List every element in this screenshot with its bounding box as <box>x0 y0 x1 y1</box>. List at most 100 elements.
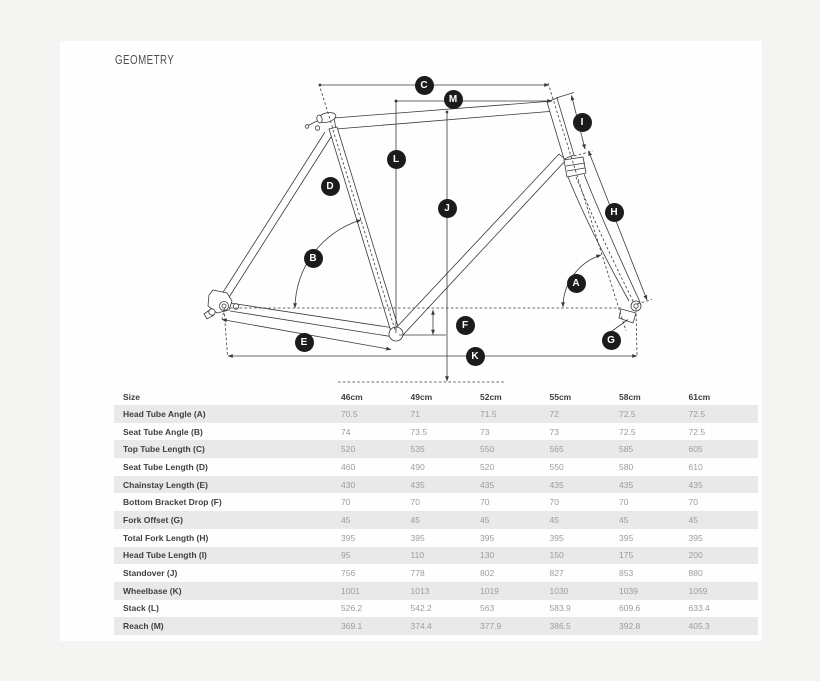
row-value: 1001 <box>341 585 360 596</box>
row-value: 880 <box>688 568 703 579</box>
row-value: 609.6 <box>619 603 641 614</box>
row-value: 395 <box>619 532 634 543</box>
row-value: 520 <box>480 461 495 472</box>
row-label: Fork Offset (G) <box>123 514 183 525</box>
row-value: 70 <box>688 497 698 508</box>
table-row: Total Fork Length (H) 395 395 395 395 395 395 <box>114 529 758 547</box>
row-value: 430 <box>341 479 356 490</box>
table-header-row: Size 46cm 49cm 52cm 55cm 58cm 61cm <box>114 388 758 405</box>
row-value: 70 <box>341 497 351 508</box>
column-header: 52cm <box>480 391 502 402</box>
row-value: 490 <box>410 461 425 472</box>
row-value: 71.5 <box>480 408 497 419</box>
row-value: 827 <box>549 568 564 579</box>
row-value: 563 <box>480 603 495 614</box>
row-value: 395 <box>341 532 356 543</box>
column-header: 46cm <box>341 391 363 402</box>
row-label: Total Fork Length (H) <box>123 532 209 543</box>
table-row: Reach (M) 369.1 374.4 377.9 386.5 392.8 405.3 <box>114 617 758 635</box>
row-value: 802 <box>480 568 495 579</box>
row-label: Seat Tube Length (D) <box>123 461 208 472</box>
table-row: Chainstay Length (E) 430 435 435 435 435 435 <box>114 475 758 494</box>
row-value: 200 <box>688 550 703 561</box>
row-value: 45 <box>410 514 420 525</box>
row-value: 405.3 <box>688 621 710 632</box>
row-value: 130 <box>480 550 495 561</box>
table-row: Head Tube Angle (A) 70.5 71 71.5 72 72.5 72.5 <box>114 405 758 423</box>
dim-marker-f: F <box>455 316 475 335</box>
row-value: 377.9 <box>480 621 502 632</box>
row-value: 1030 <box>549 585 569 596</box>
row-label: Stack (L) <box>123 603 159 614</box>
row-value: 853 <box>619 568 634 579</box>
table-row: Seat Tube Length (D) 460 490 520 550 580 610 <box>114 458 758 476</box>
row-value: 150 <box>549 550 564 561</box>
content-panel <box>60 41 762 641</box>
row-value: 1059 <box>688 585 708 596</box>
row-label: Wheelbase (K) <box>123 585 182 596</box>
column-header: 58cm <box>619 391 641 402</box>
row-value: 71 <box>410 408 420 419</box>
column-header: 61cm <box>688 391 711 402</box>
dim-marker-e: E <box>294 332 314 352</box>
table-row: Wheelbase (K) 1001 1013 1019 1030 1039 1059 <box>114 581 758 600</box>
row-value: 70 <box>480 497 490 508</box>
column-header: 49cm <box>410 391 433 402</box>
row-value: 395 <box>549 532 564 543</box>
row-value: 70 <box>410 497 420 508</box>
row-value: 72.5 <box>619 426 636 437</box>
row-value: 580 <box>619 461 634 472</box>
row-value: 73 <box>480 426 490 437</box>
row-value: 633.4 <box>688 603 710 614</box>
row-value: 45 <box>341 514 351 525</box>
row-value: 526.2 <box>341 603 363 614</box>
row-value: 565 <box>549 444 564 455</box>
row-value: 583.9 <box>549 603 571 614</box>
row-value: 756 <box>341 568 356 579</box>
row-value: 70.5 <box>341 408 358 419</box>
row-value: 435 <box>688 479 703 490</box>
row-value: 585 <box>619 444 634 455</box>
table-row: Stack (L) 526.2 542.2 563 583.9 609.6 633.4 <box>114 600 758 618</box>
column-header-size: Size <box>123 391 141 402</box>
dim-marker-i: I <box>572 112 592 132</box>
row-value: 45 <box>480 514 490 525</box>
table-row: Top Tube Length (C) 520 535 550 565 585 605 <box>114 440 758 459</box>
dim-marker-k: K <box>465 346 485 366</box>
row-value: 395 <box>480 532 495 543</box>
row-value: 460 <box>341 461 356 472</box>
row-value: 73 <box>549 426 559 437</box>
row-value: 110 <box>410 550 425 561</box>
dim-marker-b: B <box>303 248 323 268</box>
row-label: Reach (M) <box>123 621 164 632</box>
table-row: Head Tube Length (I) 95 110 130 150 175 200 <box>114 546 758 565</box>
row-value: 542.2 <box>410 603 432 614</box>
row-label: Head Tube Angle (A) <box>123 408 206 419</box>
geometry-table: Size 46cm 49cm 52cm 55cm 58cm 61cm Head Tube An… <box>114 388 758 635</box>
row-value: 605 <box>688 444 703 455</box>
dim-marker-c: C <box>414 76 434 95</box>
table-row: Standover (J) 756 778 802 827 853 880 <box>114 564 758 582</box>
row-value: 550 <box>549 461 564 472</box>
row-value: 395 <box>688 532 703 543</box>
row-value: 610 <box>688 461 703 472</box>
row-value: 72.5 <box>688 408 706 419</box>
dim-marker-j: J <box>437 198 457 218</box>
row-value: 392.8 <box>619 621 641 632</box>
row-value: 72.5 <box>688 426 706 437</box>
dim-marker-g: G <box>601 330 621 350</box>
row-label: Bottom Bracket Drop (F) <box>123 497 222 508</box>
row-value: 73.5 <box>410 426 428 437</box>
row-value: 520 <box>341 444 356 455</box>
row-value: 74 <box>341 426 351 437</box>
frame-tubes <box>203 97 642 342</box>
row-label: Top Tube Length (C) <box>123 444 205 455</box>
row-value: 395 <box>410 532 425 543</box>
row-value: 45 <box>688 514 698 525</box>
row-value: 435 <box>549 479 564 490</box>
row-value: 778 <box>410 568 425 579</box>
row-value: 374.4 <box>410 621 432 632</box>
row-value: 435 <box>480 479 495 490</box>
